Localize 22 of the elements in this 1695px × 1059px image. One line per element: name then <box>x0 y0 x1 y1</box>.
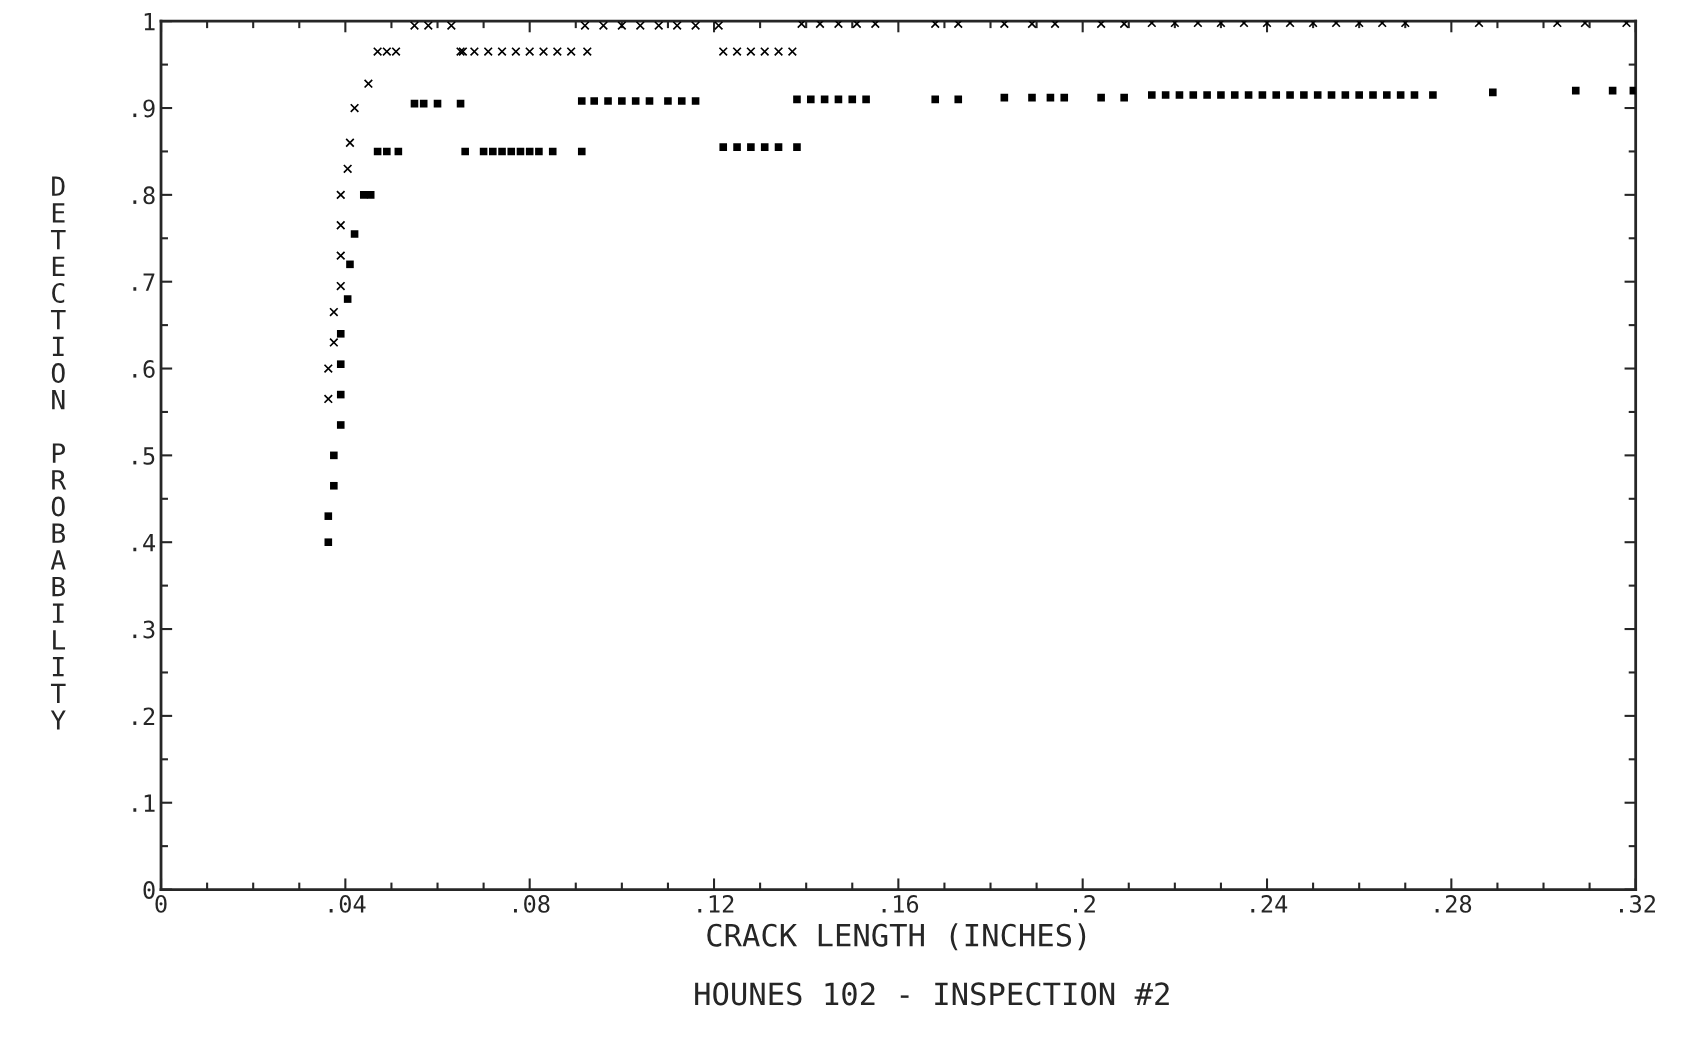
x-tick-label: .28 <box>1435 894 1472 913</box>
x-tick-label: .16 <box>882 894 919 913</box>
x-tick-label: .12 <box>698 894 734 913</box>
x-tick-label: .08 <box>514 894 550 913</box>
y-tick-label: .7 <box>133 273 155 291</box>
y-tick-label: .9 <box>133 99 155 118</box>
text: DETECTION PROBABILITY <box>50 176 67 730</box>
y-tick-label: 0 <box>143 881 155 899</box>
y-tick-label: 1 <box>144 13 155 31</box>
y-tick-label: .5 <box>133 447 155 465</box>
y-tick-label: .1 <box>133 794 155 812</box>
x-tick-label: .24 <box>1251 894 1288 913</box>
x-tick-label: .2 <box>1074 894 1095 913</box>
x-axis-title: CRACK LENGTH (INCHES) <box>707 923 1086 951</box>
y-tick-label: .4 <box>133 534 156 552</box>
text: HOUNES 102 - INSPECTION #2 <box>695 982 1169 1006</box>
x-tick-label: .32 <box>1619 894 1655 913</box>
x-tick-label: .04 <box>329 894 366 913</box>
y-tick-label: .6 <box>133 360 155 378</box>
y-tick-label: .8 <box>133 186 155 205</box>
y-tick-label: .3 <box>133 620 155 639</box>
y-tick-label: .2 <box>133 707 155 725</box>
